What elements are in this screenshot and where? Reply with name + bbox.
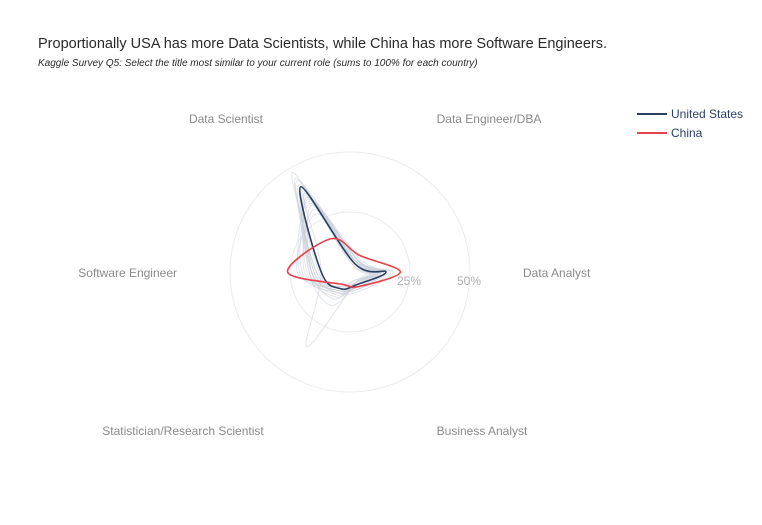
background-country-lines <box>291 171 394 348</box>
axis-labels: Data Scientist Data Engineer/DBA Data Anal… <box>78 112 591 438</box>
axis-label: Business Analyst <box>437 424 528 438</box>
axis-label: Data Engineer/DBA <box>437 112 542 126</box>
radial-tick-label: 50% <box>457 274 481 288</box>
axis-label: Data Scientist <box>189 112 264 126</box>
legend-label[interactable]: China <box>671 126 703 140</box>
axis-label: Statistician/Research Scientist <box>102 424 264 438</box>
chart-title: Proportionally USA has more Data Scienti… <box>38 36 607 52</box>
grid-circle <box>229 151 471 393</box>
axis-label: Software Engineer <box>78 266 177 280</box>
chart-subtitle: Kaggle Survey Q5: Select the title most … <box>38 58 478 69</box>
legend: United States China <box>637 107 743 140</box>
background-series-line <box>306 204 394 295</box>
series-line <box>286 237 402 289</box>
radial-tick-labels: 25% 50% <box>397 274 481 288</box>
radial-tick-label: 25% <box>397 274 421 288</box>
axis-label: Data Analyst <box>523 266 591 280</box>
radial-grid <box>229 151 471 393</box>
legend-label[interactable]: United States <box>671 107 743 121</box>
grid-circle <box>289 211 411 333</box>
series-line <box>299 185 387 291</box>
highlighted-series <box>286 185 402 291</box>
